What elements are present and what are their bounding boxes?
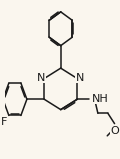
Text: N: N xyxy=(76,73,84,83)
Text: O: O xyxy=(110,126,119,136)
Text: F: F xyxy=(1,117,8,127)
Text: N: N xyxy=(37,73,46,83)
Text: NH: NH xyxy=(92,94,109,104)
